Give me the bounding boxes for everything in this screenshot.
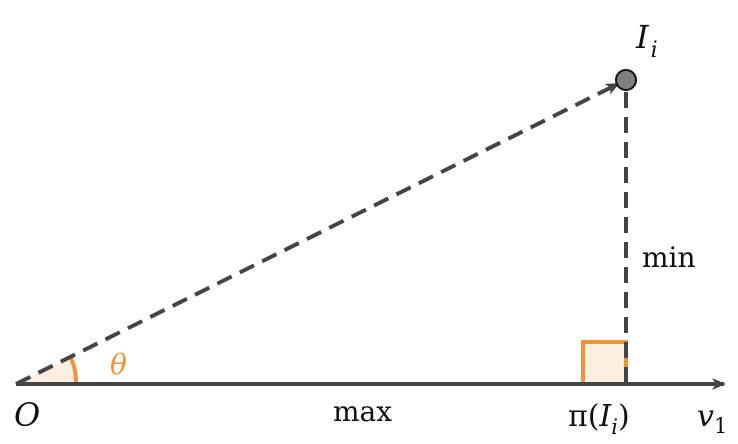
axis-label: v1: [697, 399, 727, 438]
vector-o-to-point: [15, 82, 620, 386]
min-label: min: [642, 241, 696, 274]
right-angle-marker: [581, 340, 628, 386]
angle-label: θ: [110, 348, 127, 381]
point-marker: [615, 69, 637, 91]
origin-label: O: [14, 396, 40, 434]
point-label: Ii: [635, 18, 658, 63]
projection-label: π(Ii): [568, 399, 630, 439]
max-label: max: [333, 395, 392, 428]
